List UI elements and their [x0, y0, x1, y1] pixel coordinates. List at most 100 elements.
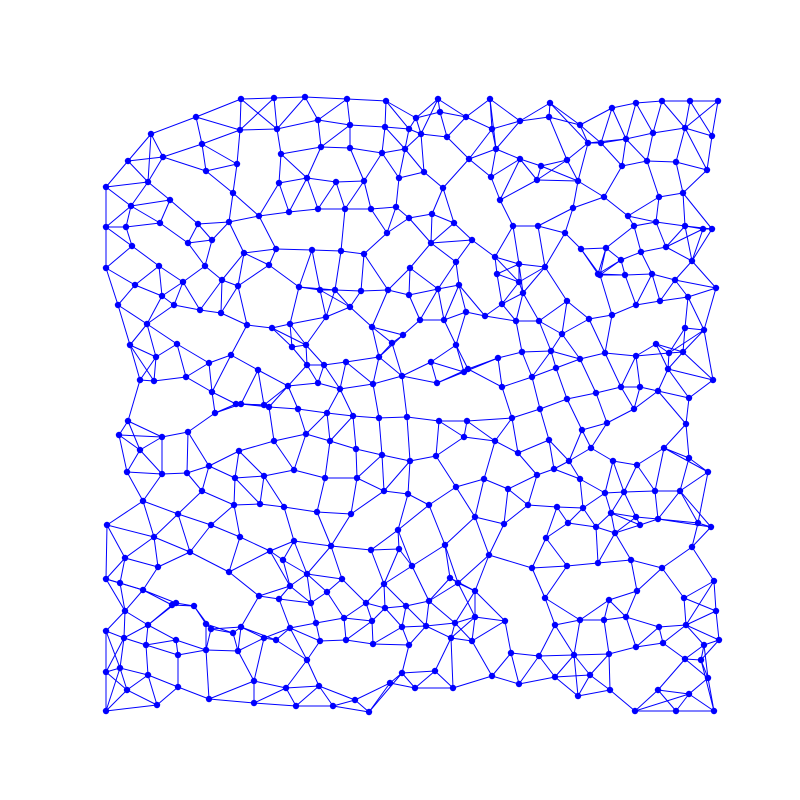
- mesh-edge: [384, 126, 406, 150]
- mesh-edge: [595, 512, 612, 528]
- mesh-edge: [604, 314, 613, 354]
- mesh-node: [662, 243, 670, 251]
- mesh-edge: [531, 565, 568, 569]
- mesh-node: [411, 684, 419, 692]
- mesh-edge: [185, 376, 213, 393]
- mesh-edge: [297, 408, 307, 435]
- mesh-node: [700, 326, 708, 334]
- mesh-edge: [105, 245, 133, 269]
- mesh-node: [545, 436, 553, 444]
- mesh-edge: [228, 571, 260, 597]
- mesh-edge: [703, 644, 709, 679]
- mesh-edge: [383, 460, 411, 492]
- mesh-edge: [199, 279, 223, 311]
- mesh-node: [174, 651, 182, 659]
- mesh-edge: [349, 147, 383, 154]
- mesh-node: [294, 405, 302, 413]
- mesh-edge: [258, 215, 277, 250]
- mesh-edge: [566, 398, 583, 431]
- mesh-edge: [654, 490, 659, 520]
- mesh-edge: [383, 548, 400, 585]
- mesh-node: [441, 541, 449, 549]
- mesh-node: [273, 125, 281, 133]
- mesh-edge: [611, 304, 637, 316]
- mesh-node: [375, 414, 383, 422]
- mesh-edge: [306, 573, 328, 593]
- mesh-node: [404, 490, 412, 498]
- mesh-edge: [341, 578, 367, 604]
- mesh-edge: [604, 492, 612, 514]
- mesh-node: [452, 341, 460, 349]
- mesh-edge: [208, 680, 255, 700]
- mesh-edge: [531, 367, 557, 378]
- mesh-node: [551, 673, 559, 681]
- mesh-edge: [667, 368, 690, 399]
- mesh-edge: [548, 116, 581, 126]
- mesh-edge: [186, 431, 189, 474]
- mesh-edge: [697, 471, 709, 524]
- mesh-edge: [276, 128, 282, 155]
- mesh-node: [395, 174, 403, 182]
- mesh-edge: [278, 598, 312, 604]
- mesh-edge: [177, 649, 207, 656]
- mesh-node: [158, 470, 166, 478]
- mesh-edge: [651, 273, 661, 302]
- mesh-edge: [389, 682, 416, 689]
- mesh-edge: [499, 158, 521, 201]
- mesh-edge: [182, 265, 206, 283]
- mesh-edge: [197, 223, 213, 241]
- mesh-node: [425, 501, 433, 509]
- mesh-edge: [614, 524, 641, 534]
- mesh-edge: [401, 672, 416, 689]
- mesh-edge: [287, 382, 319, 387]
- mesh-edge: [339, 361, 347, 390]
- mesh-edge: [661, 546, 693, 569]
- mesh-edge: [471, 640, 493, 677]
- mesh-edge: [564, 232, 582, 250]
- mesh-edge: [318, 685, 356, 701]
- mesh-node: [648, 270, 656, 278]
- mesh-edge: [306, 146, 322, 179]
- mesh-edge: [401, 670, 436, 674]
- mesh-edge: [455, 344, 465, 373]
- mesh-node: [277, 150, 285, 158]
- mesh-node: [394, 526, 402, 534]
- mesh-edge: [240, 97, 275, 100]
- mesh-edge: [458, 284, 486, 317]
- mesh-edge: [268, 264, 300, 288]
- mesh-node: [708, 225, 716, 233]
- mesh-edge: [499, 199, 514, 227]
- mesh-edge: [330, 545, 372, 551]
- mesh-edge: [568, 447, 592, 462]
- mesh-node: [519, 289, 527, 297]
- mesh-edge: [263, 385, 289, 406]
- mesh-edge: [536, 159, 568, 181]
- mesh-edge: [665, 246, 693, 262]
- mesh-edge: [474, 516, 505, 525]
- mesh-edge: [211, 221, 230, 241]
- mesh-edge: [581, 422, 608, 431]
- mesh-edge: [228, 192, 234, 223]
- mesh-edge: [572, 196, 605, 209]
- mesh-edge: [577, 142, 589, 182]
- mesh-edge: [127, 160, 149, 183]
- mesh-node: [368, 617, 376, 625]
- mesh-node: [446, 574, 454, 582]
- mesh-edge: [465, 98, 491, 118]
- mesh-node: [620, 488, 628, 496]
- mesh-edge: [590, 422, 608, 449]
- mesh-edge: [175, 639, 207, 651]
- mesh-node: [633, 461, 641, 469]
- mesh-node: [694, 519, 702, 527]
- mesh-node: [301, 93, 309, 101]
- mesh-edge: [383, 583, 386, 609]
- mesh-edge: [182, 281, 201, 311]
- mesh-node: [435, 417, 443, 425]
- mesh-edge: [675, 693, 690, 712]
- mesh-edge: [581, 429, 592, 449]
- mesh-edge: [408, 217, 432, 244]
- mesh-node: [460, 433, 468, 441]
- mesh-node: [574, 692, 582, 700]
- mesh-edge: [118, 434, 128, 473]
